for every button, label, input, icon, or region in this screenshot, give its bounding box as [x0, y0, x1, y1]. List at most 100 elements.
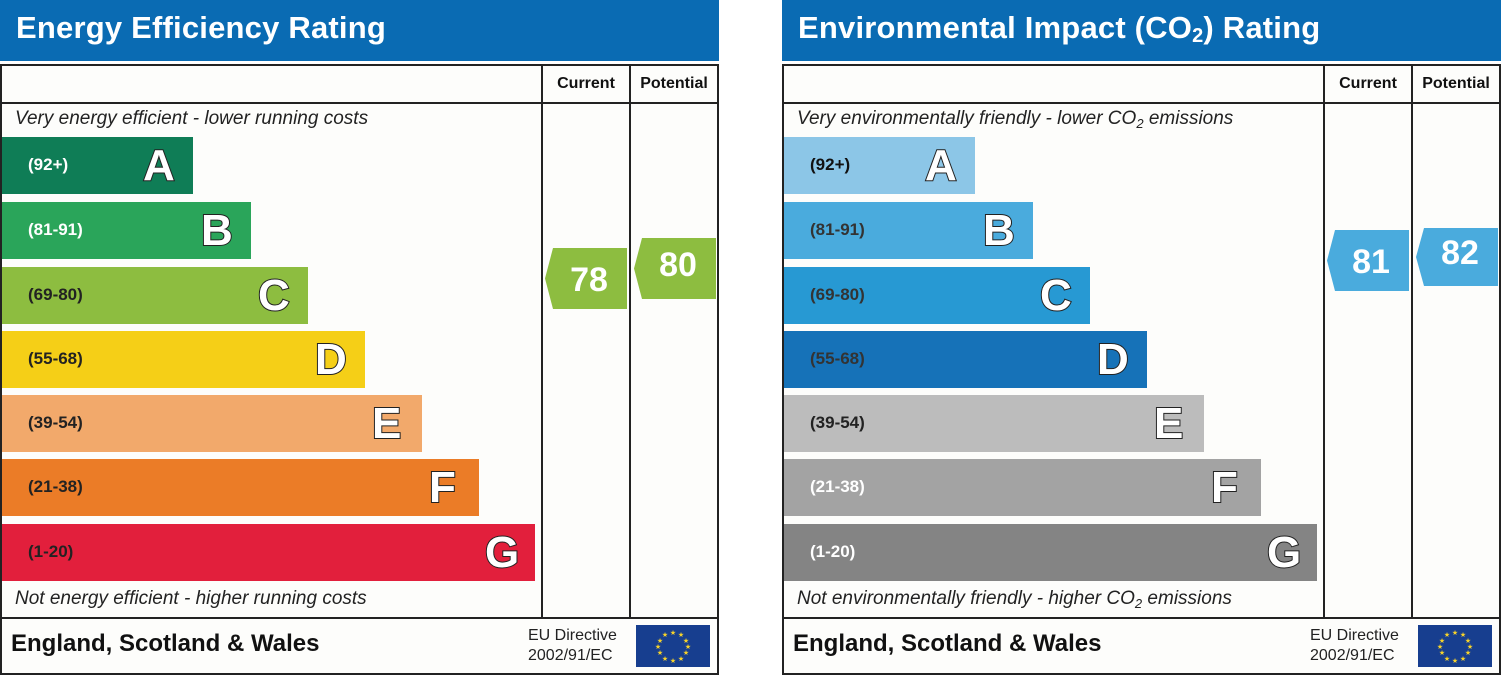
current-rating-arrow: 78	[545, 248, 627, 309]
rating-range: (81-91)	[28, 220, 83, 239]
rating-bar-e: (39-54) E	[2, 395, 422, 452]
header-divider	[2, 102, 717, 104]
rating-range: (39-54)	[28, 413, 83, 432]
current-rating-value: 81	[1352, 243, 1390, 281]
svg-text:★: ★	[678, 655, 684, 663]
rating-letter: D	[314, 334, 348, 385]
rating-bar-d: (55-68) D	[784, 331, 1147, 388]
potential-rating-arrow: 82	[1416, 228, 1498, 286]
rating-letter: C	[257, 270, 291, 321]
bottom-caption: Not environmentally friendly - higher CO…	[797, 588, 1232, 611]
bottom-caption: Not energy efficient - higher running co…	[15, 588, 367, 609]
eu-directive-line1: EU Directive	[1310, 627, 1399, 644]
rating-letter: B	[200, 205, 234, 256]
svg-text:★: ★	[683, 649, 689, 657]
environment-rating-table: Current Potential Very environmentally f…	[782, 64, 1501, 675]
rating-bar-a: (92+) A	[2, 137, 193, 194]
rating-letter: A	[142, 140, 176, 191]
footer-divider	[2, 617, 717, 619]
rating-bar-c: (69-80) C	[784, 267, 1090, 324]
svg-text:★: ★	[1465, 637, 1471, 645]
current-rating-arrow: 81	[1327, 230, 1409, 291]
current-column-header: Current	[1339, 75, 1397, 92]
top-caption: Very energy efficient - lower running co…	[15, 108, 369, 129]
svg-text:★: ★	[1452, 629, 1458, 637]
rating-letter: A	[924, 140, 958, 191]
rating-letter: E	[371, 398, 402, 449]
potential-rating-value: 82	[1441, 234, 1479, 272]
svg-text:★: ★	[657, 649, 663, 657]
energy-rating-table: Current Potential Very energy efficient …	[0, 64, 719, 675]
rating-bar-g: (1-20) G	[2, 524, 535, 581]
column-divider	[629, 66, 631, 617]
rating-bar-d: (55-68) D	[2, 331, 365, 388]
rating-bar-c: (69-80) C	[2, 267, 308, 324]
svg-text:★: ★	[662, 655, 668, 663]
column-divider	[1411, 66, 1413, 617]
rating-letter: F	[1210, 462, 1239, 513]
rating-letter: B	[982, 205, 1016, 256]
arrow-shape-icon	[1416, 228, 1498, 286]
svg-text:★: ★	[670, 657, 676, 665]
rating-range: (39-54)	[810, 413, 865, 432]
column-divider	[1323, 66, 1325, 617]
svg-text:★: ★	[1465, 649, 1471, 657]
rating-bar-g: (1-20) G	[784, 524, 1317, 581]
potential-column-header: Potential	[1422, 75, 1490, 92]
arrow-shape-icon	[1327, 230, 1409, 291]
eu-directive-label: EU Directive 2002/91/EC	[1310, 626, 1399, 666]
current-rating-value: 78	[570, 261, 608, 299]
rating-range: (69-80)	[810, 285, 865, 304]
rating-letter: C	[1039, 270, 1073, 321]
rating-letter: E	[1153, 398, 1184, 449]
svg-text:★: ★	[1444, 655, 1450, 663]
eu-directive-line2: 2002/91/EC	[1310, 647, 1395, 664]
rating-range: (21-38)	[28, 477, 83, 496]
eu-directive-label: EU Directive 2002/91/EC	[528, 626, 617, 666]
eu-flag-icon: ★ ★ ★ ★ ★ ★ ★ ★ ★ ★ ★ ★	[1418, 625, 1492, 667]
rating-range: (55-68)	[810, 349, 865, 368]
environment-title: Environmental Impact (CO2) Rating	[798, 10, 1321, 47]
potential-rating-arrow: 80	[634, 238, 716, 299]
svg-text:★: ★	[670, 629, 676, 637]
rating-range: (69-80)	[28, 285, 83, 304]
svg-text:★: ★	[678, 631, 684, 639]
rating-letter: D	[1096, 334, 1130, 385]
rating-bar-f: (21-38) F	[2, 459, 479, 516]
rating-range: (81-91)	[810, 220, 865, 239]
environmental-impact-panel: Environmental Impact (CO2) Rating Curren…	[782, 0, 1501, 675]
rating-range: (1-20)	[28, 542, 74, 561]
svg-text:★: ★	[1460, 631, 1466, 639]
svg-text:★: ★	[683, 637, 689, 645]
current-column-header: Current	[557, 75, 615, 92]
rating-range: (21-38)	[810, 477, 865, 496]
energy-efficiency-panel: Energy Efficiency Rating Current Potenti…	[0, 0, 719, 675]
rating-range: (55-68)	[28, 349, 83, 368]
rating-bar-e: (39-54) E	[784, 395, 1204, 452]
rating-bar-b: (81-91) B	[2, 202, 251, 259]
potential-column-header: Potential	[640, 75, 708, 92]
svg-text:★: ★	[655, 643, 661, 651]
top-caption: Very environmentally friendly - lower CO…	[797, 108, 1234, 131]
column-divider	[541, 66, 543, 617]
rating-letter: G	[1266, 527, 1302, 578]
svg-text:★: ★	[1437, 643, 1443, 651]
svg-text:★: ★	[1467, 643, 1473, 651]
svg-text:★: ★	[1452, 657, 1458, 665]
svg-text:★: ★	[1460, 655, 1466, 663]
rating-letter: F	[428, 462, 457, 513]
rating-letter: G	[484, 527, 520, 578]
footer-divider	[784, 617, 1499, 619]
eu-directive-line1: EU Directive	[528, 627, 617, 644]
potential-rating-value: 80	[659, 246, 697, 284]
rating-range: (1-20)	[810, 542, 856, 561]
svg-text:★: ★	[685, 643, 691, 651]
svg-text:★: ★	[1439, 637, 1445, 645]
eu-directive-line2: 2002/91/EC	[528, 647, 613, 664]
rating-bar-b: (81-91) B	[784, 202, 1033, 259]
energy-title: Energy Efficiency Rating	[16, 10, 387, 45]
environment-title-bar: Environmental Impact (CO2) Rating	[782, 0, 1501, 61]
arrow-shape-icon	[634, 238, 716, 299]
arrow-shape-icon	[545, 248, 627, 309]
rating-range: (92+)	[810, 155, 851, 174]
